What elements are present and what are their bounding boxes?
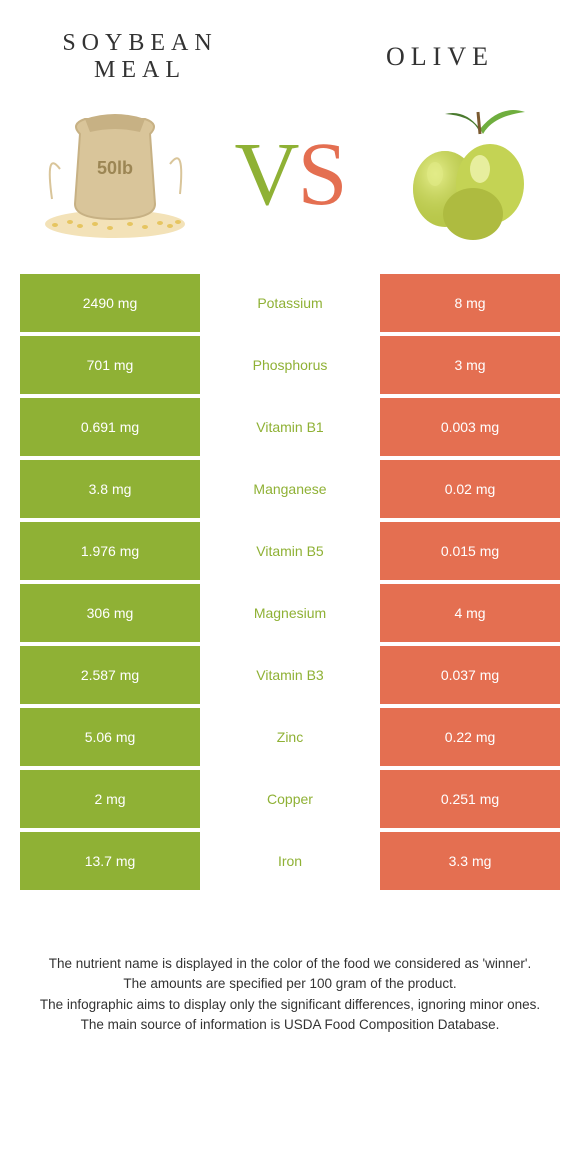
soybean-sack-icon: 50lb bbox=[30, 104, 200, 244]
title-olive: Olive bbox=[340, 42, 540, 72]
title-soybean: Soybean meal bbox=[40, 30, 240, 84]
nutrient-name: Vitamin B3 bbox=[200, 646, 380, 704]
nutrient-name: Vitamin B1 bbox=[200, 398, 380, 456]
table-row: 306 mgMagnesium4 mg bbox=[20, 584, 560, 642]
vs-s: S bbox=[297, 125, 345, 224]
svg-text:50lb: 50lb bbox=[97, 158, 133, 178]
soybean-value: 1.976 mg bbox=[20, 522, 200, 580]
olive-value: 4 mg bbox=[380, 584, 560, 642]
nutrient-name: Magnesium bbox=[200, 584, 380, 642]
soybean-image: 50lb bbox=[30, 104, 200, 244]
nutrient-name: Vitamin B5 bbox=[200, 522, 380, 580]
olive-value: 0.003 mg bbox=[380, 398, 560, 456]
comparison-table: 2490 mgPotassium8 mg701 mgPhosphorus3 mg… bbox=[20, 274, 560, 890]
table-row: 5.06 mgZinc0.22 mg bbox=[20, 708, 560, 766]
soybean-value: 2.587 mg bbox=[20, 646, 200, 704]
table-row: 2.587 mgVitamin B30.037 mg bbox=[20, 646, 560, 704]
soybean-value: 5.06 mg bbox=[20, 708, 200, 766]
soybean-value: 2 mg bbox=[20, 770, 200, 828]
vs-v: V bbox=[234, 125, 297, 224]
table-row: 1.976 mgVitamin B50.015 mg bbox=[20, 522, 560, 580]
soybean-value: 3.8 mg bbox=[20, 460, 200, 518]
olive-value: 0.251 mg bbox=[380, 770, 560, 828]
nutrient-name: Iron bbox=[200, 832, 380, 890]
nutrient-name: Zinc bbox=[200, 708, 380, 766]
olive-fruit-icon bbox=[385, 104, 545, 244]
olive-value: 0.015 mg bbox=[380, 522, 560, 580]
table-row: 2 mgCopper0.251 mg bbox=[20, 770, 560, 828]
footer-line-2: The amounts are specified per 100 gram o… bbox=[30, 974, 550, 994]
soybean-value: 13.7 mg bbox=[20, 832, 200, 890]
table-row: 3.8 mgManganese0.02 mg bbox=[20, 460, 560, 518]
soybean-value: 2490 mg bbox=[20, 274, 200, 332]
hero-row: 50lb VS bbox=[0, 94, 580, 274]
table-row: 0.691 mgVitamin B10.003 mg bbox=[20, 398, 560, 456]
table-row: 701 mgPhosphorus3 mg bbox=[20, 336, 560, 394]
footer-line-3: The infographic aims to display only the… bbox=[30, 995, 550, 1015]
nutrient-name: Copper bbox=[200, 770, 380, 828]
footer-line-1: The nutrient name is displayed in the co… bbox=[30, 954, 550, 974]
olive-value: 8 mg bbox=[380, 274, 560, 332]
olive-value: 0.02 mg bbox=[380, 460, 560, 518]
nutrient-name: Potassium bbox=[200, 274, 380, 332]
nutrient-name: Phosphorus bbox=[200, 336, 380, 394]
olive-image bbox=[380, 104, 550, 244]
olive-value: 3.3 mg bbox=[380, 832, 560, 890]
olive-value: 0.22 mg bbox=[380, 708, 560, 766]
table-row: 2490 mgPotassium8 mg bbox=[20, 274, 560, 332]
footer-notes: The nutrient name is displayed in the co… bbox=[0, 894, 580, 1035]
soybean-value: 701 mg bbox=[20, 336, 200, 394]
table-row: 13.7 mgIron3.3 mg bbox=[20, 832, 560, 890]
nutrient-name: Manganese bbox=[200, 460, 380, 518]
vs-label: VS bbox=[234, 123, 345, 226]
header: Soybean meal Olive bbox=[0, 0, 580, 94]
footer-line-4: The main source of information is USDA F… bbox=[30, 1015, 550, 1035]
olive-value: 0.037 mg bbox=[380, 646, 560, 704]
olive-value: 3 mg bbox=[380, 336, 560, 394]
soybean-value: 0.691 mg bbox=[20, 398, 200, 456]
soybean-value: 306 mg bbox=[20, 584, 200, 642]
